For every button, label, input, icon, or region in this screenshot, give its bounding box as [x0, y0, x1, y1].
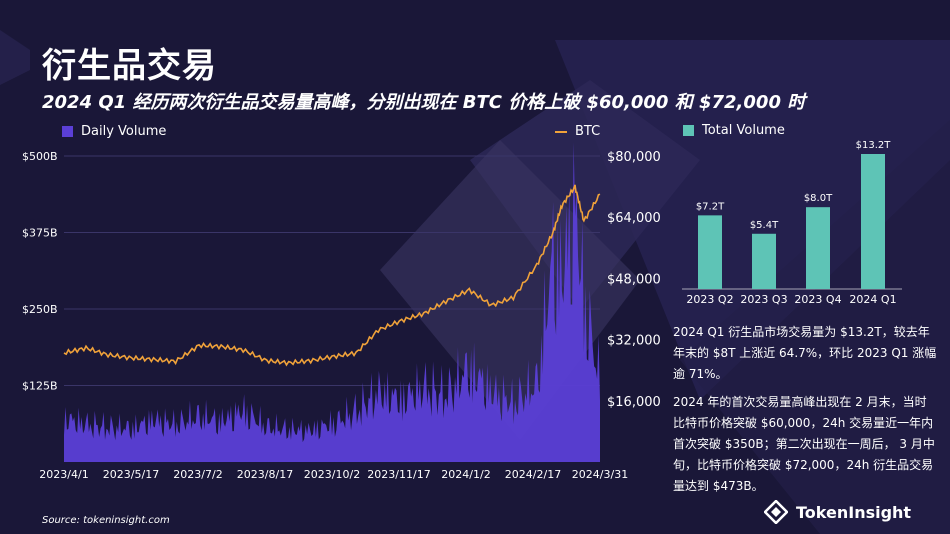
daily-volume-area: [64, 142, 600, 463]
legend-btc: BTC: [555, 124, 600, 139]
x-tick-label: 2023/10/2: [304, 468, 360, 481]
x-tick-label: 2023/5/17: [103, 468, 159, 481]
legend-swatch-volume: [62, 126, 73, 137]
legend-total-volume: Total Volume: [683, 123, 785, 138]
legend-label-volume: Daily Volume: [81, 124, 167, 139]
total-volume-bar: [698, 215, 722, 289]
page-subtitle: 2024 Q1 经历两次衍生品交易量高峰，分别出现在 BTC 价格上破 $60,…: [42, 92, 806, 113]
bar-category-label: 2024 Q1: [849, 293, 896, 306]
bar-category-label: 2023 Q4: [794, 293, 841, 306]
y-right-tick-label: $48,000: [607, 272, 661, 287]
btc-price-line: [63, 184, 601, 367]
bar-value-label: $8.0T: [804, 193, 833, 204]
bar-category-label: 2023 Q2: [686, 293, 733, 306]
y-left-tick-label: $125B: [22, 380, 58, 393]
bar-value-label: $5.4T: [750, 220, 779, 231]
x-tick-label: 2023/7/2: [173, 468, 222, 481]
bar-category-label: 2023 Q3: [740, 293, 787, 306]
bar-value-label: $7.2T: [696, 201, 725, 212]
y-right-tick-label: $32,000: [607, 334, 661, 349]
source-note: Source: tokeninsight.com: [42, 515, 170, 526]
brand-name: TokenInsight: [796, 502, 912, 522]
legend-daily-volume: Daily Volume: [62, 124, 166, 139]
y-left-tick-label: $500B: [22, 150, 58, 163]
x-tick-label: 2023/4/1: [39, 468, 88, 481]
legend-label-btc: BTC: [575, 124, 601, 139]
legend-label-total: Total Volume: [702, 123, 785, 138]
y-left-tick-label: $250B: [22, 303, 58, 316]
summary-paragraph-2: 2024 年的首次交易量高峰出现在 2 月末，当时比特币价格突破 $60,000…: [673, 395, 935, 493]
brand-logo: TokenInsight: [764, 500, 911, 524]
total-volume-bar: [861, 154, 885, 289]
y-right-tick-label: $16,000: [607, 395, 661, 410]
page-title: 衍生品交易: [42, 46, 217, 86]
y-right-tick-label: $80,000: [607, 150, 661, 165]
total-volume-bar: [806, 207, 830, 289]
bar-value-label: $13.2T: [856, 140, 892, 151]
y-left-tick-label: $375B: [22, 227, 58, 240]
x-tick-label: 2024/1/2: [441, 468, 490, 481]
x-tick-label: 2023/8/17: [237, 468, 293, 481]
tokeninsight-logo-icon: [764, 500, 788, 524]
legend-swatch-btc: [555, 130, 567, 133]
legend-swatch-total: [683, 125, 694, 136]
x-tick-label: 2024/2/17: [505, 468, 561, 481]
total-volume-bar: [752, 233, 776, 289]
x-tick-label: 2024/3/31: [572, 468, 628, 481]
x-tick-label: 2023/11/17: [367, 468, 430, 481]
y-right-tick-label: $64,000: [607, 211, 661, 226]
summary-paragraph-1: 2024 Q1 衍生品市场交易量为 $13.2T，较去年年末的 $8T 上涨近 …: [673, 325, 937, 381]
